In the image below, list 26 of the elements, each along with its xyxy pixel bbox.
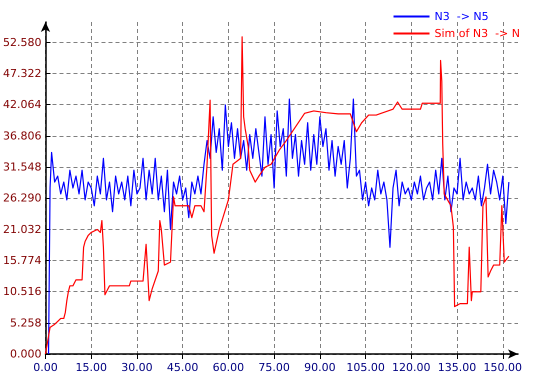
x-tick-label: 135.00 — [438, 361, 476, 374]
x-tick-label: 15.00 — [75, 361, 107, 374]
x-tick-label: 150.00 — [484, 361, 522, 374]
x-tick-label: 0.00 — [33, 361, 58, 374]
legend-label: Sim of N3 -> N — [434, 27, 520, 40]
y-tick-label: 47.322 — [2, 66, 42, 80]
x-tick-label: 120.00 — [392, 361, 431, 374]
line-series — [44, 36, 510, 355]
line-series — [48, 98, 510, 355]
y-tick-label: 31.548 — [2, 160, 42, 174]
y-tick-label: 10.516 — [2, 285, 42, 298]
x-tick-label: 75.00 — [258, 361, 290, 374]
legend-label: N3 -> N5 — [434, 10, 489, 23]
x-tick-label: 90.00 — [304, 361, 336, 374]
y-tick-label: 36.806 — [2, 129, 42, 142]
y-tick-label: 21.032 — [2, 222, 42, 236]
y-tick-label: 42.064 — [2, 98, 42, 112]
y-tick-label: 52.580 — [2, 36, 42, 49]
y-tick-label: 0.000 — [10, 348, 42, 360]
y-tick-label: 26.290 — [2, 192, 42, 205]
y-tick-label: 15.774 — [2, 254, 42, 267]
x-tick-label: 60.00 — [212, 361, 244, 374]
x-tick-label: 45.00 — [166, 361, 198, 374]
y-tick-label: 5.258 — [10, 316, 42, 330]
x-tick-label: 30.00 — [121, 361, 153, 374]
x-tick-label: 105.00 — [346, 361, 385, 374]
